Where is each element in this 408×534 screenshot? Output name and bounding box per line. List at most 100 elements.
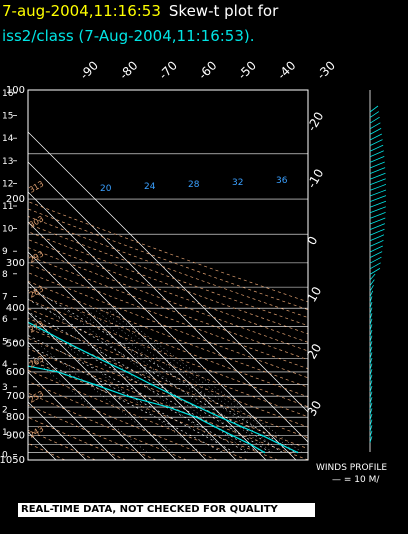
wind-barb [369, 335, 373, 342]
pressure-label: 300 [6, 258, 25, 269]
temperature-curve-point [219, 416, 222, 419]
isotherm-line [28, 311, 177, 460]
theta-label: 303 [28, 214, 46, 229]
wind-barb [369, 284, 374, 292]
mixing-ratio-line [92, 307, 282, 453]
pressure-label: 100 [6, 85, 25, 96]
dry-adiabat-line [28, 317, 308, 428]
wind-barb [369, 251, 383, 258]
dry-adiabat-line [28, 358, 279, 460]
temperature-curve-point [97, 357, 100, 360]
wind-barb [369, 245, 383, 253]
isotherm-line [28, 281, 207, 460]
wind-barb [369, 380, 373, 387]
dry-adiabat-line [28, 247, 308, 352]
isotherm-line [28, 191, 297, 460]
temperature-curve [28, 321, 298, 453]
dewpoint-curve-point [249, 443, 252, 446]
wind-barb [369, 318, 373, 325]
dry-adiabat-line [28, 289, 308, 398]
temperature-curve-point [240, 425, 243, 428]
wind-barb [369, 167, 386, 174]
mixing-ratio-label: 24 [144, 182, 156, 192]
wind-barb [369, 195, 387, 202]
isotherm-line [28, 371, 117, 460]
moist-adiabat-line [28, 345, 235, 453]
wind-barb [369, 217, 386, 225]
mixing-ratio-line [99, 307, 290, 453]
mixing-ratio-label: 20 [100, 184, 112, 194]
dry-adiabat-line [28, 280, 308, 388]
dry-adiabat-line [28, 216, 308, 318]
height-tick-label: 15 [2, 112, 13, 122]
height-tick-label: 4 [2, 360, 8, 370]
title-timestamp: 7-aug-2004,11:16:53 [2, 2, 161, 20]
title-label: Skew-t plot for [168, 2, 279, 20]
wind-barb [369, 189, 387, 197]
mixing-ratio-line [28, 354, 148, 453]
dry-adiabat-line [28, 231, 308, 335]
pressure-label: 1050 [0, 455, 25, 466]
wind-barb [369, 111, 380, 118]
wind-barb [369, 363, 373, 370]
wind-barb [369, 133, 383, 141]
dry-adiabat-line [28, 369, 248, 460]
wind-barb [369, 128, 382, 135]
isotherm-line [28, 401, 87, 460]
top-temp-label: -90 [77, 58, 101, 82]
theta-label: 283 [28, 284, 46, 299]
dry-adiabat-line [28, 337, 308, 450]
temperature-curve-point [174, 395, 177, 398]
wind-barb [369, 178, 386, 186]
chart-subtitle: iss2/class (7-Aug-2004,11:16:53). [2, 27, 255, 45]
dry-adiabat-line [28, 327, 308, 439]
height-tick-label: 8 [2, 270, 8, 280]
dry-adiabat-line [28, 299, 308, 408]
theta-label: 253 [28, 389, 46, 404]
top-temp-label: -60 [196, 58, 220, 82]
height-tick-label: 7 [2, 292, 8, 302]
dewpoint-curve [28, 365, 265, 453]
wind-barb [369, 116, 380, 124]
pressure-label: 200 [6, 194, 25, 205]
wind-barb [369, 369, 373, 376]
mixing-ratio-label: 28 [188, 180, 200, 190]
height-tick-label: 12 [2, 179, 13, 189]
pressure-label: 900 [6, 431, 25, 442]
temperature-curve-point [296, 451, 299, 454]
wind-barb [369, 273, 376, 281]
dry-adiabat-line [28, 381, 218, 460]
wind-barb [369, 324, 373, 331]
dewpoint-curve-point [126, 395, 129, 398]
mixing-ratio-label: 36 [276, 176, 288, 186]
dry-adiabat-line [28, 348, 308, 460]
mixing-ratio-line [62, 307, 249, 453]
wind-profile-title: WINDS PROFILE [316, 463, 387, 473]
isotherm-line [28, 161, 308, 443]
wind-barb [369, 206, 386, 214]
wind-barb [369, 402, 373, 409]
wind-barb [369, 357, 373, 365]
right-temp-label: 10 [304, 284, 324, 304]
dry-adiabat-line [28, 201, 308, 303]
wind-barb [369, 425, 373, 432]
dry-adiabat-line [28, 239, 308, 343]
dry-adiabat-line [28, 272, 308, 379]
wind-barb [369, 150, 384, 158]
quality-warning: REAL-TIME DATA, NOT CHECKED FOR QUALITY [18, 503, 315, 517]
top-temp-label: -40 [275, 58, 299, 82]
pressure-label: 800 [6, 412, 25, 423]
dry-adiabat-line [28, 208, 308, 311]
dry-adiabat-line [28, 223, 308, 327]
chart-title: 7-aug-2004,11:16:53 Skew-t plot for [2, 2, 278, 20]
wind-barb [369, 419, 373, 426]
pressure-label: 700 [6, 391, 25, 402]
temperature-curve-point [279, 443, 282, 446]
wind-barb [369, 223, 386, 230]
wind-barb [369, 374, 373, 381]
height-tick-label: 14 [2, 134, 14, 144]
wind-barb [369, 172, 386, 180]
top-temp-label: -80 [117, 58, 141, 82]
pressure-label: 500 [6, 338, 25, 349]
isotherm-line [28, 251, 237, 460]
